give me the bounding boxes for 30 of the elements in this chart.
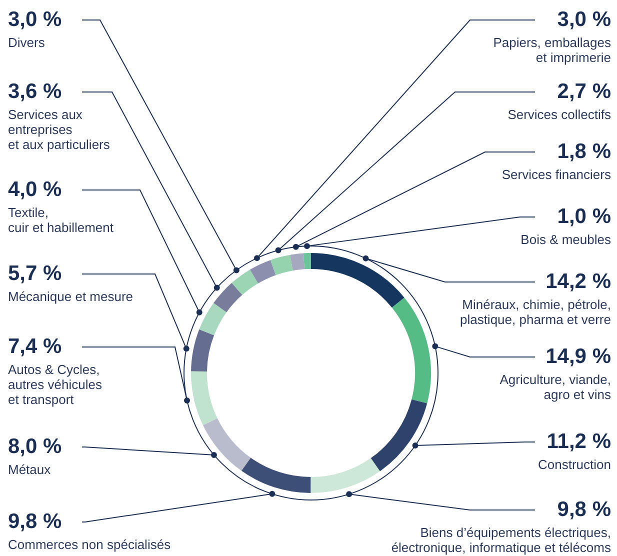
data-label: 7,4 % (8, 335, 63, 359)
data-label: 3,0 % (556, 8, 611, 32)
slice-label: Papiers, emballages et imprimerie (493, 35, 611, 65)
data-label: 8,0 % (8, 435, 62, 459)
data-label: 11,2 % (546, 430, 611, 454)
data-label: 4,0 % (8, 178, 63, 202)
slice-label: Services aux entreprises et aux particuliers (8, 107, 110, 152)
data-label: 14,9 % (544, 345, 611, 369)
slice-label: Services financiers (502, 167, 611, 182)
slice-label: Autos & Cycles, autres véhicules et transport (8, 362, 102, 407)
data-label: 2,7 % (556, 80, 611, 104)
slice-label: Biens d’équipements électriques, électronique, informatique et télécoms (391, 525, 611, 555)
data-label: 1,8 % (556, 140, 611, 164)
slice-label: Bois & meubles (520, 232, 611, 247)
data-label: 3,0 % (8, 8, 62, 32)
slice-label: Agriculture, viande, agro et vins (500, 372, 611, 402)
slice-label: Construction (538, 457, 611, 472)
data-label: 3,6 % (8, 80, 63, 104)
slice-label: Divers (8, 35, 46, 50)
data-label: 14,2 % (544, 270, 611, 294)
slice-label: Services collectifs (508, 107, 611, 122)
data-label: 5,7 % (8, 262, 63, 286)
slice-label: Textile, cuir et habillement (8, 205, 114, 235)
slice-label: Mécanique et mesure (8, 289, 134, 304)
data-label: 1,0 % (556, 205, 611, 229)
data-label: 9,8 % (8, 510, 63, 534)
slice-label: Minéraux, chimie, pétrole, plastique, pharma et verre (460, 297, 611, 327)
data-label: 9,8 % (556, 498, 611, 522)
slice-label: Métaux (8, 462, 52, 477)
slice-label: Commerces non spécialisés (8, 537, 171, 552)
